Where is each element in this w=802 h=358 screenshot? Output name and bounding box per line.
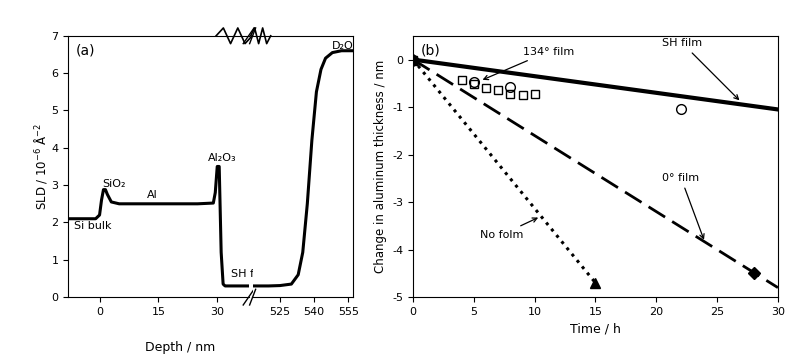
- Text: SH film: SH film: [662, 38, 739, 100]
- Text: Al₂O₃: Al₂O₃: [208, 153, 236, 163]
- Text: SiO₂: SiO₂: [103, 179, 126, 189]
- X-axis label: Time / h: Time / h: [570, 323, 621, 335]
- Text: (b): (b): [420, 44, 440, 58]
- Y-axis label: SLD / $10^{-6}$ Å$^{-2}$: SLD / $10^{-6}$ Å$^{-2}$: [31, 123, 49, 210]
- Text: Si bulk: Si bulk: [74, 221, 111, 231]
- Text: (a): (a): [75, 44, 95, 58]
- Text: No folm: No folm: [480, 218, 537, 240]
- Text: 0° film: 0° film: [662, 173, 704, 238]
- Text: 134° film: 134° film: [484, 47, 573, 79]
- Text: D₂O: D₂O: [332, 41, 354, 51]
- Y-axis label: Change in aluminum thickness / nm: Change in aluminum thickness / nm: [374, 60, 387, 273]
- Text: Depth / nm: Depth / nm: [145, 341, 216, 354]
- Text: Al: Al: [147, 190, 157, 200]
- Text: SH film: SH film: [231, 268, 271, 279]
